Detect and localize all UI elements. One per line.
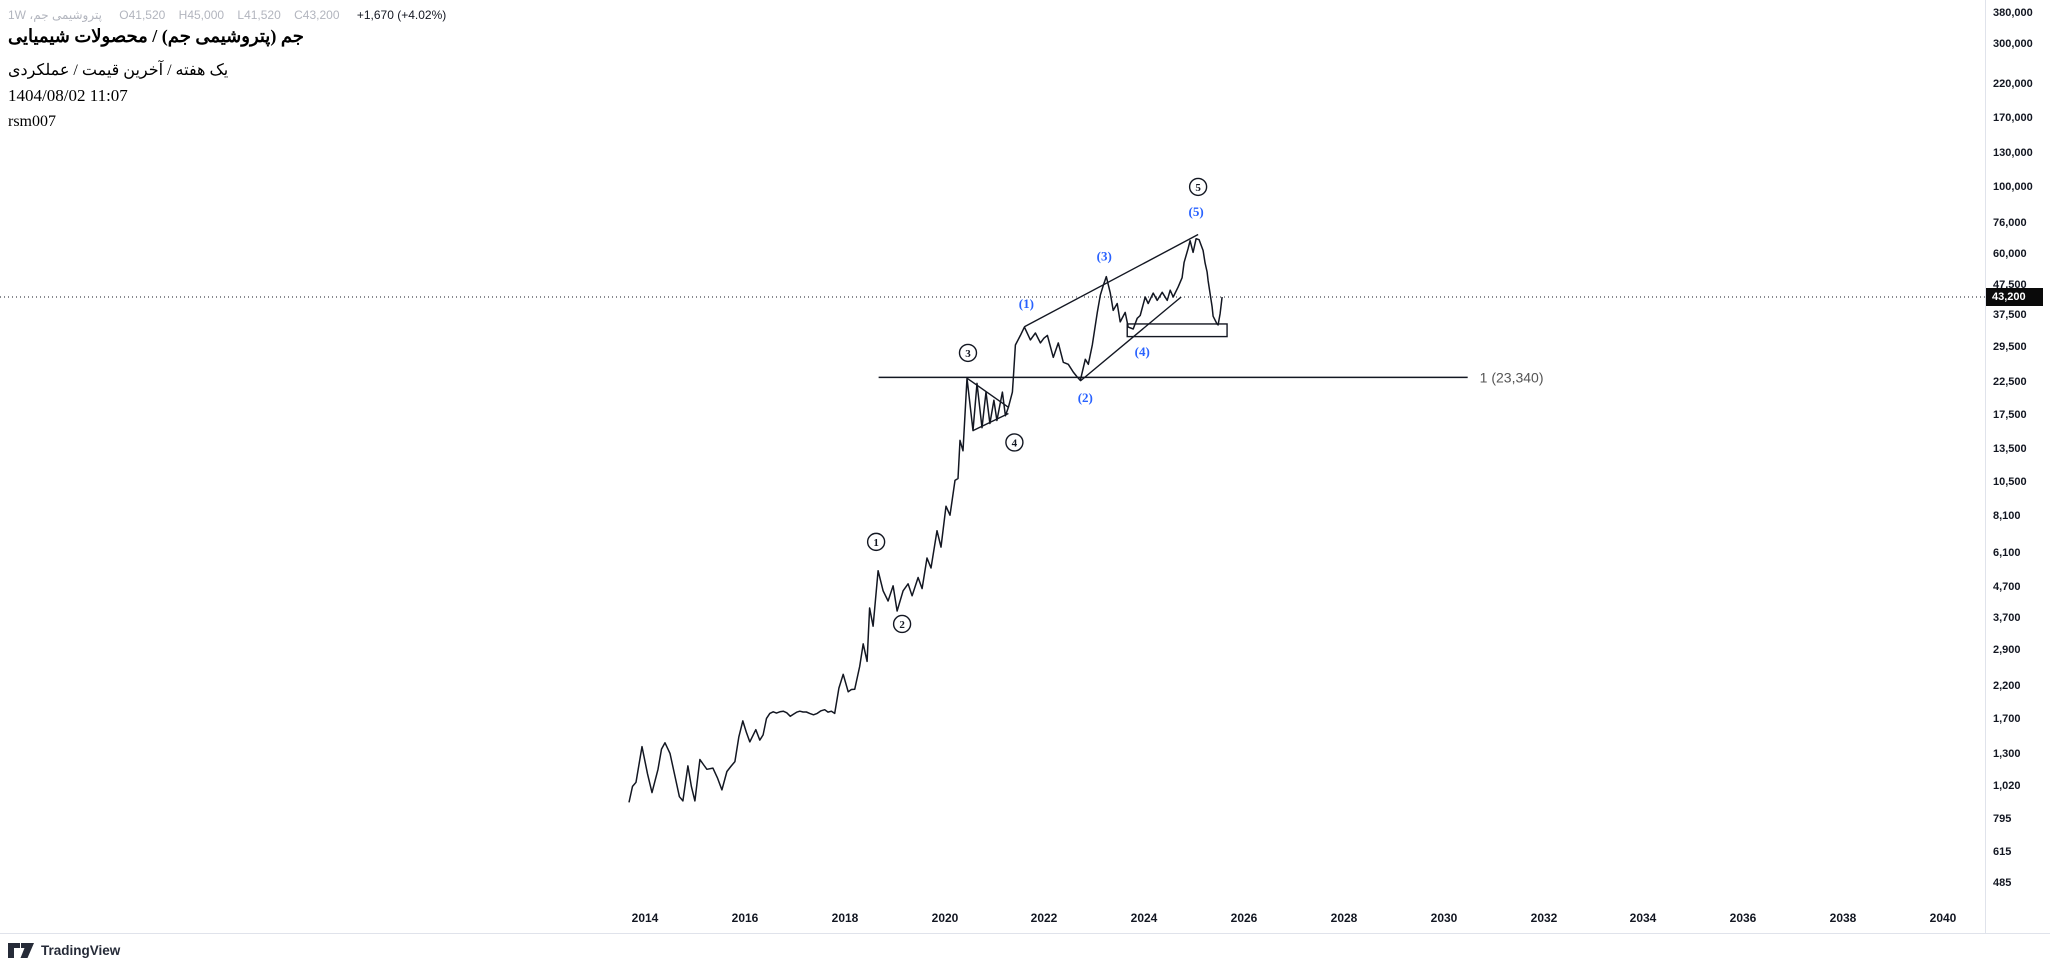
price-tick-label: 60,000 [1993, 248, 2027, 260]
time-tick-label: 2024 [1130, 911, 1158, 925]
time-tick-label: 2038 [1829, 911, 1857, 925]
wave-circle-outline [1188, 177, 1208, 197]
time-tick-label: 2014 [631, 911, 659, 925]
last-price-tag: 43,200 [1986, 288, 2043, 306]
wave-label-paren-5[interactable]: (5) [1189, 204, 1204, 219]
price-tick-label: 8,100 [1993, 510, 2021, 522]
time-axis[interactable]: 2014 2016 2018 2020 2022 2024 2026 2028 2030 2032… [0, 905, 1985, 933]
price-tick-label: 130,000 [1993, 147, 2033, 159]
chart-subtitle: یک هفته / آخرین قیمت / عملکردی [8, 62, 229, 79]
channel-upper-trendline[interactable] [1024, 233, 1199, 328]
wave-circle-number: 1 [873, 537, 879, 549]
wave-label-circled-2[interactable]: 2 [892, 614, 912, 634]
tradingview-watermark-label: TradingView [41, 942, 121, 958]
time-tick-label: 2030 [1430, 911, 1458, 925]
price-line[interactable] [628, 237, 1223, 803]
ohlc-close: C43,200 [294, 8, 340, 22]
price-tick-label: 795 [1993, 813, 2012, 825]
price-tick-label: 100,000 [1993, 181, 2033, 193]
wave-label-paren-4[interactable]: (4) [1135, 344, 1150, 359]
chart-author: rsm007 [8, 113, 56, 130]
wave-circle-number: 3 [965, 348, 971, 360]
price-tick-label: 22,500 [1993, 376, 2027, 388]
price-tick-label: 615 [1993, 846, 2012, 858]
time-tick-label: 2034 [1629, 911, 1657, 925]
price-tick-label: 2,200 [1993, 680, 2021, 692]
chart-datetime: 1404/08/02 11:07 [8, 86, 128, 105]
ohlc-open: O41,520 [119, 8, 166, 22]
price-tick-label: 170,000 [1993, 112, 2033, 124]
ohlc-high: H45,000 [178, 8, 225, 22]
symbol-name[interactable]: پتروشیمی جم، 1W [8, 8, 102, 22]
price-tick-label: 76,000 [1993, 217, 2027, 229]
price-tick-label: 3,700 [1993, 612, 2021, 624]
wave-circle-number: 5 [1195, 182, 1201, 194]
price-tick-label: 485 [1993, 877, 2012, 889]
tradingview-logo-icon [8, 942, 34, 958]
time-tick-label: 2040 [1929, 911, 1957, 925]
price-tick-label: 29,500 [1993, 341, 2027, 353]
wave-circle-outline [866, 532, 886, 552]
price-tick-label: 1,020 [1993, 780, 2021, 792]
price-axis[interactable]: 380,000 300,000 220,000 170,000 130,000 100,0… [1985, 0, 2050, 933]
price-tick-label: 13,500 [1993, 443, 2027, 455]
price-tick-label: 4,700 [1993, 581, 2021, 593]
time-tick-label: 2016 [731, 911, 759, 925]
price-tick-label: 220,000 [1993, 78, 2033, 90]
wave-circle-outline [892, 614, 912, 634]
triangle-upper-trendline[interactable] [966, 377, 1009, 408]
time-tick-label: 2032 [1530, 911, 1558, 925]
price-tick-label: 37,500 [1993, 309, 2027, 321]
time-tick-label: 2036 [1729, 911, 1757, 925]
time-tick-label: 2022 [1030, 911, 1058, 925]
wave-label-circled-3[interactable]: 3 [958, 343, 978, 363]
time-tick-label: 2018 [831, 911, 859, 925]
wave-circle-number: 4 [1012, 437, 1018, 449]
wave-circle-outline [958, 343, 978, 363]
channel-lower-trendline[interactable] [1079, 296, 1182, 382]
wave-circle-number: 2 [899, 619, 905, 631]
ohlc-low: L41,520 [237, 8, 281, 22]
time-tick-label: 2026 [1230, 911, 1258, 925]
price-tick-label: 2,900 [1993, 644, 2021, 656]
wave-label-paren-2[interactable]: (2) [1078, 390, 1093, 405]
time-tick-label: 2028 [1330, 911, 1358, 925]
level-line-label: 1 (23,340) [1480, 369, 1544, 385]
symbol-legend: پتروشیمی جم، 1W O41,520 H45,000 L41,520 … [8, 8, 446, 25]
price-tick-label: 17,500 [1993, 409, 2027, 421]
range-box[interactable] [1126, 323, 1228, 338]
wave-label-circled-1[interactable]: 1 [866, 532, 886, 552]
price-tick-label: 10,500 [1993, 476, 2027, 488]
wave-label-paren-3[interactable]: (3) [1097, 249, 1112, 264]
time-tick-label: 2020 [931, 911, 959, 925]
page-title: جم (پتروشیمی جم) / محصولات شیمیایی [8, 26, 304, 46]
wave-circle-outline [1005, 433, 1024, 452]
wave-label-circled-5[interactable]: 5 [1188, 177, 1208, 197]
price-tick-label: 6,100 [1993, 547, 2021, 559]
tradingview-watermark[interactable]: TradingView [8, 940, 120, 960]
price-tick-label: 1,700 [1993, 713, 2021, 725]
price-tick-label: 380,000 [1993, 7, 2033, 19]
price-tick-label: 300,000 [1993, 38, 2033, 50]
price-change: +1,670 (+4.02%) [356, 8, 447, 22]
wave-label-paren-1[interactable]: (1) [1019, 296, 1034, 311]
wave-label-circled-4[interactable]: 4 [1005, 433, 1024, 452]
price-tick-label: 1,300 [1993, 748, 2021, 760]
pane-separator[interactable] [0, 933, 2050, 934]
